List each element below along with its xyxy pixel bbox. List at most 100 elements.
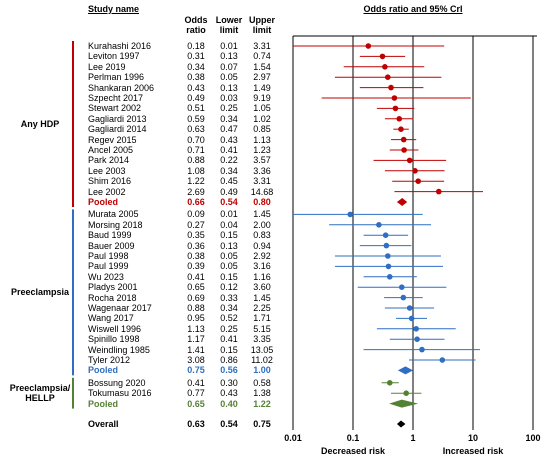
odds-ratio-value: 1.08 [187, 165, 205, 176]
lower-limit-value: 0.33 [220, 292, 238, 303]
study-name: Lee 2019 [88, 61, 126, 72]
point-estimate [365, 43, 372, 49]
upper-limit-value: 3.36 [253, 165, 271, 176]
point-estimate [384, 253, 391, 259]
point-estimate [386, 274, 393, 280]
odds-ratio-value: 0.49 [187, 93, 205, 103]
point-estimate [383, 242, 390, 249]
lower-limit-value: 0.30 [220, 377, 238, 388]
lower-limit-value: 0.47 [220, 124, 238, 135]
lower-limit-value: 0.04 [220, 219, 238, 230]
odds-ratio-value: 0.65 [187, 398, 205, 409]
study-name: Spinillo 1998 [88, 334, 140, 345]
odds-ratio-value: 1.13 [187, 323, 205, 334]
upper-limit-value: 3.31 [253, 41, 271, 51]
lower-limit-value: 0.13 [220, 82, 238, 93]
lower-limit-value: 0.15 [220, 230, 238, 241]
odds-ratio-value: 0.09 [187, 209, 205, 220]
lower-limit-value: 0.86 [220, 355, 238, 365]
x-tick-label: 100 [525, 433, 541, 443]
odds-ratio-value: 0.43 [187, 82, 205, 93]
odds-ratio-value: 0.51 [187, 103, 205, 114]
study-name: Shankaran 2006 [88, 82, 155, 93]
header-or: Odds ratio [184, 15, 208, 35]
upper-limit-value: 5.15 [253, 323, 271, 334]
point-estimate [419, 346, 425, 353]
odds-ratio-value: 0.31 [187, 51, 205, 62]
odds-ratio-value: 0.38 [187, 72, 205, 83]
study-name: Bossung 2020 [88, 377, 146, 388]
pooled-diamond [389, 399, 419, 408]
lower-limit-value: 0.01 [220, 209, 238, 220]
upper-limit-value: 1.02 [253, 113, 271, 124]
upper-limit-value: 0.75 [253, 419, 271, 429]
study-name: Tyler 2012 [88, 355, 131, 365]
upper-limit-value: 2.00 [253, 219, 271, 230]
odds-ratio-value: 1.22 [187, 176, 205, 187]
upper-limit-value: 9.19 [253, 93, 271, 103]
odds-ratio-value: 0.27 [187, 219, 205, 230]
lower-limit-value: 0.34 [220, 165, 238, 176]
upper-limit-value: 0.94 [253, 240, 271, 251]
upper-limit-value: 2.25 [253, 303, 271, 313]
odds-ratio-value: 0.59 [187, 113, 205, 124]
lower-limit-value: 0.13 [220, 51, 238, 62]
upper-limit-value: 0.83 [253, 230, 271, 241]
lower-limit-value: 0.15 [220, 344, 238, 355]
odds-ratio-value: 0.70 [187, 134, 205, 145]
point-estimate [388, 84, 394, 91]
odds-ratio-value: 2.69 [187, 186, 205, 197]
lower-limit-value: 0.54 [220, 197, 238, 207]
odds-ratio-value: 0.63 [187, 419, 205, 429]
study-name: Park 2014 [88, 155, 130, 166]
lower-limit-value: 0.41 [220, 145, 238, 155]
lower-limit-value: 0.43 [220, 388, 238, 399]
lower-limit-value: 0.56 [220, 365, 238, 376]
lower-limit-value: 0.13 [220, 240, 238, 251]
lower-limit-value: 0.34 [220, 303, 238, 313]
study-name: Bauer 2009 [88, 240, 135, 251]
lower-limit-value: 0.25 [220, 323, 238, 334]
lower-limit-value: 0.25 [220, 103, 238, 114]
study-name: Pooled [88, 197, 119, 207]
study-name: Wiswell 1996 [88, 323, 142, 334]
lower-limit-value: 0.05 [220, 72, 238, 83]
odds-ratio-value: 0.38 [187, 251, 205, 261]
point-estimate [386, 380, 393, 386]
point-estimate [435, 188, 442, 195]
study-name: Wang 2017 [88, 313, 134, 324]
odds-ratio-value: 0.41 [187, 377, 205, 388]
study-name: Lee 2003 [88, 165, 126, 176]
point-estimate [412, 168, 418, 174]
point-estimate [401, 147, 407, 153]
odds-ratio-value: 1.41 [187, 344, 205, 355]
upper-limit-value: 14.68 [250, 186, 274, 197]
study-name: Perlman 1996 [88, 72, 145, 83]
odds-ratio-value: 3.08 [187, 355, 205, 365]
study-name: Kurahashi 2016 [88, 41, 152, 51]
upper-limit-value: 3.31 [253, 176, 271, 187]
study-name: Weindling 1985 [88, 344, 150, 355]
odds-ratio-value: 0.18 [187, 41, 205, 51]
point-estimate [414, 336, 420, 343]
point-estimate [382, 232, 389, 238]
point-estimate [439, 357, 446, 363]
upper-limit-value: 1.45 [253, 292, 271, 303]
group-label: Preeclampsia [10, 287, 70, 298]
study-name: Lee 2002 [88, 186, 126, 197]
lower-limit-value: 0.12 [220, 282, 238, 293]
point-estimate [376, 222, 382, 228]
study-name: Regev 2015 [88, 134, 137, 145]
upper-limit-value: 13.05 [250, 344, 274, 355]
group-label: Preeclampsia/ HELLP [9, 383, 71, 404]
lower-limit-value: 0.03 [220, 93, 238, 103]
study-name: Paul 1999 [88, 261, 129, 272]
x-tick-label: 0.01 [284, 433, 302, 443]
upper-limit-value: 0.74 [253, 51, 271, 62]
point-estimate [406, 305, 413, 311]
upper-limit-value: 1.13 [253, 134, 271, 145]
upper-limit-value: 1.00 [253, 365, 271, 376]
x-tick-label: 10 [467, 433, 478, 443]
study-name: Pladys 2001 [88, 282, 138, 293]
